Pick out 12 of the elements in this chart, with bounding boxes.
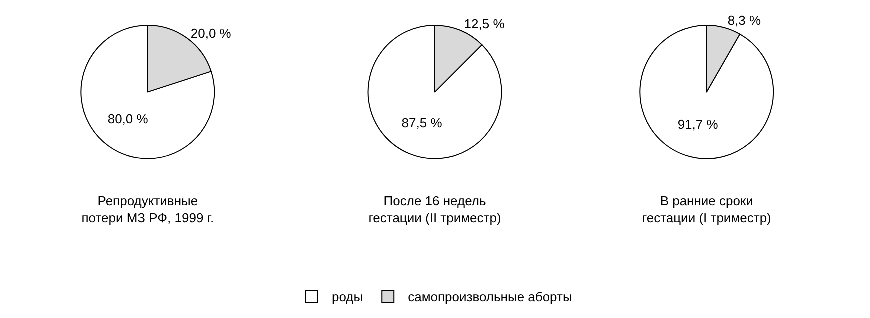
legend-label: самопроизвольные аборты [408,290,572,305]
data-label: 80,0 % [108,112,149,127]
data-label: 20,0 % [190,26,232,41]
legend-label: роды [332,290,364,305]
text: После 16 недель гестации (II триместр) [368,194,502,226]
data-label: 91,7 % [678,116,719,132]
data-label: 8,3 % [728,13,762,28]
data-label: 87,5 % [402,115,443,130]
pie-slice [80,24,216,160]
data-label: 12,5 % [464,16,506,32]
text: В ранние сроки гестации (I триместр) [642,194,772,226]
text: Репродуктивные потери МЗ РФ, 1999 г. [82,194,214,226]
